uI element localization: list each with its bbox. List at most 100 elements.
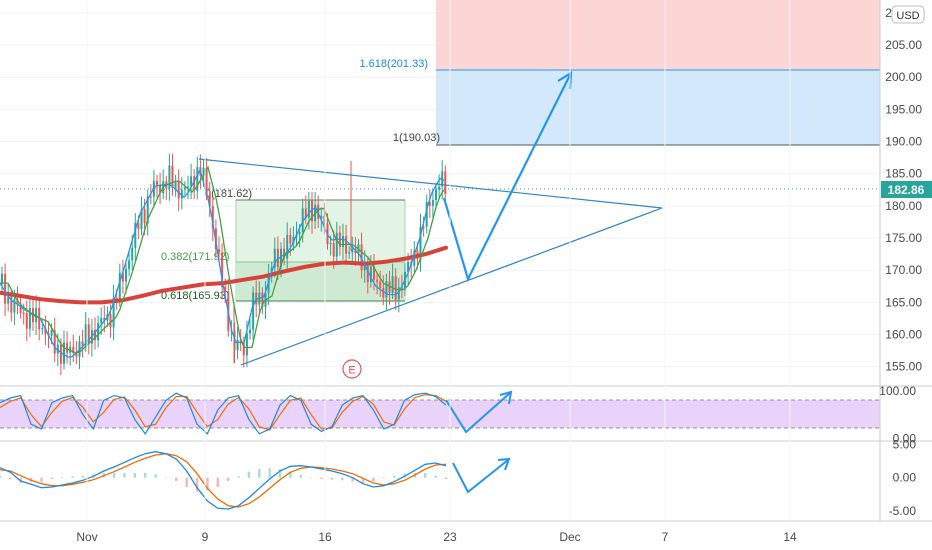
- macd-histogram-bar: [185, 477, 188, 487]
- macd-tick-label: -5.00: [889, 504, 917, 518]
- macd-histogram-bar: [0, 475, 2, 478]
- time-tick-label: 16: [318, 530, 332, 544]
- time-tick-label: Dec: [559, 530, 580, 544]
- macd-histogram-bar: [61, 477, 64, 478]
- price-tick-label: 205.00: [885, 38, 922, 52]
- candle-body: [118, 272, 121, 300]
- candle-body: [276, 248, 279, 268]
- candle-body: [292, 236, 295, 244]
- fib-target-zone: [436, 70, 880, 145]
- macd-histogram-bar: [133, 473, 137, 478]
- candle-body: [174, 180, 177, 188]
- candle-body: [13, 299, 16, 313]
- macd-histogram-bar: [309, 477, 313, 479]
- candle-body: [280, 248, 282, 268]
- price-tick-label: 185.00: [885, 167, 922, 181]
- candle-body: [245, 333, 248, 356]
- candle-body: [156, 181, 158, 185]
- candle-body: [397, 287, 400, 300]
- macd-histogram-bar: [278, 469, 282, 478]
- macd-signal-line: [0, 453, 447, 508]
- candle-body: [438, 186, 441, 190]
- candle-body: [211, 205, 214, 229]
- stochastic-band: [0, 400, 880, 428]
- candle-body: [41, 328, 44, 330]
- candle-body: [100, 317, 103, 323]
- currency-label: USD: [896, 10, 919, 22]
- macd-axis: 5.00 0.00 -5.00: [889, 437, 917, 518]
- price-tick-label: 165.00: [885, 295, 922, 309]
- candle-body: [63, 342, 65, 364]
- candle-body: [109, 314, 112, 328]
- candle-body: [342, 236, 344, 248]
- candle-body: [50, 330, 53, 336]
- price-tick-label: 180.00: [885, 199, 922, 213]
- candle-body: [187, 186, 189, 188]
- candle-body: [376, 279, 379, 282]
- candle-body: [1, 273, 3, 284]
- fib-golden-zone: [236, 262, 405, 301]
- candle-body: [218, 249, 220, 253]
- candle-body: [298, 232, 301, 235]
- macd-histogram-bar: [444, 477, 448, 479]
- stochastic-tick-label: 0.00: [893, 432, 917, 446]
- candle-body: [323, 215, 326, 224]
- candle-body: [205, 167, 208, 195]
- candle-body: [388, 281, 391, 293]
- currency-button[interactable]: USD: [891, 5, 925, 24]
- candle-body: [311, 200, 313, 222]
- candle-body: [159, 184, 162, 194]
- macd-histogram-bar: [50, 477, 54, 479]
- macd-histogram-bar: [216, 477, 220, 487]
- macd-histogram-bar: [258, 469, 261, 478]
- candle-body: [224, 286, 227, 292]
- candle-body: [444, 171, 447, 194]
- fib-1618-label: 1.618(201.33): [360, 58, 429, 70]
- candle-body: [379, 281, 382, 288]
- macd-histogram-bar: [330, 477, 334, 480]
- candle-body: [261, 292, 264, 308]
- macd-histogram-bar: [289, 471, 292, 478]
- candle-body: [382, 287, 385, 298]
- earnings-event-marker[interactable]: E: [342, 359, 362, 379]
- candle-body: [84, 324, 87, 346]
- moving-average-slow: [0, 165, 445, 354]
- candle-body: [128, 260, 131, 270]
- candle-body: [329, 243, 332, 245]
- candle-body: [435, 189, 437, 201]
- candle-body: [190, 176, 193, 187]
- moving-average-fast: [0, 168, 445, 358]
- candle-body: [140, 209, 143, 229]
- candle-body: [19, 303, 22, 313]
- macd-histogram-bar: [247, 471, 251, 478]
- macd-histogram-bar: [123, 473, 126, 478]
- candle-body: [131, 247, 134, 261]
- candle-body: [394, 276, 397, 300]
- macd-histogram-bar: [9, 477, 12, 479]
- candle-body: [56, 344, 59, 354]
- candle-body: [422, 226, 425, 228]
- projection-path: [442, 74, 571, 282]
- candle-body: [431, 200, 434, 206]
- candle-body: [115, 297, 118, 300]
- event-marker-label: E: [348, 365, 355, 377]
- candle-body: [304, 208, 307, 218]
- macd-line: [0, 451, 447, 510]
- candle-body: [183, 187, 186, 190]
- stochastic-tick-label: 100.00: [879, 384, 916, 398]
- candle-body: [103, 317, 106, 321]
- stochastic-projection-arrowhead: [499, 390, 513, 405]
- triangle-upper-line: [198, 158, 663, 209]
- macd-histogram-bar: [226, 477, 230, 481]
- candle-body: [143, 209, 146, 224]
- candle-body: [10, 296, 13, 313]
- price-tick-label: 200.00: [885, 70, 922, 84]
- candle-body: [289, 235, 292, 244]
- price-tick-label: 175.00: [885, 231, 922, 245]
- price-tick-label: 170.00: [885, 263, 922, 277]
- candle-body: [112, 297, 115, 328]
- macd-tick-label: 5.00: [893, 437, 917, 451]
- candle-body: [81, 341, 84, 346]
- price-pane: 1.618(201.33) 1(190.03) 0(181.62) 0.382(…: [0, 0, 880, 379]
